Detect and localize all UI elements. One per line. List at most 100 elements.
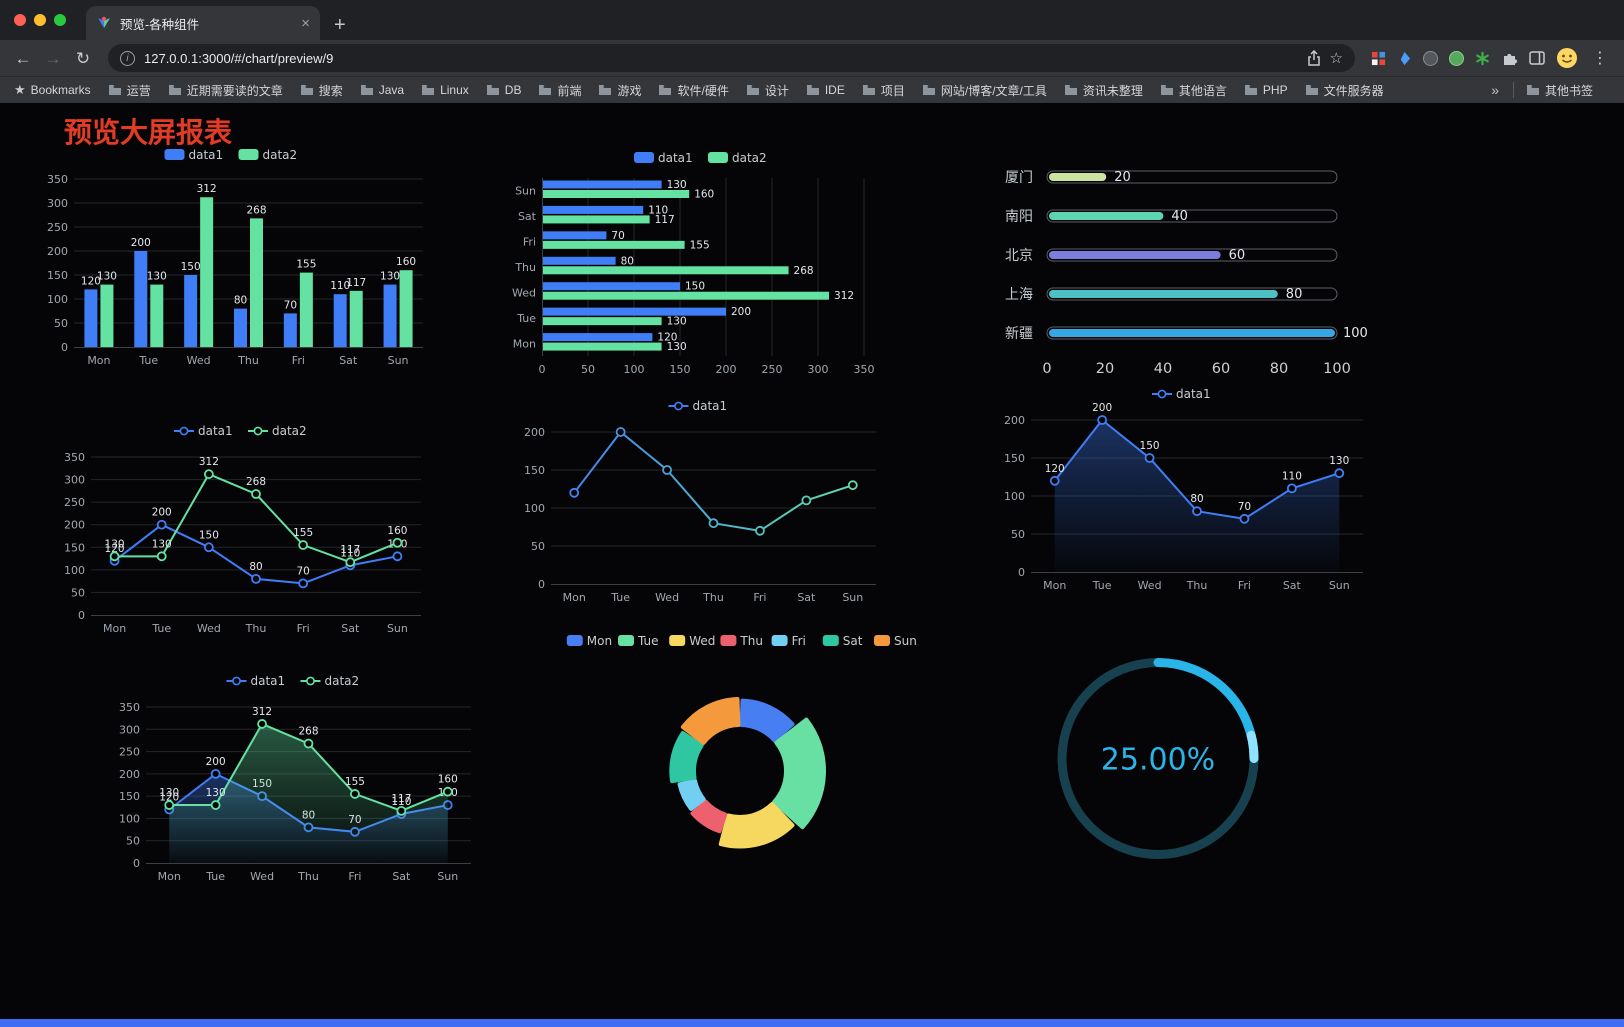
data-point[interactable] (396, 805, 407, 816)
legend-item[interactable]: Sat (822, 634, 863, 648)
bookmark-folder[interactable]: PHP (1244, 83, 1288, 97)
bar[interactable] (383, 284, 397, 347)
legend-item[interactable]: data2 (708, 151, 767, 165)
back-button[interactable]: ← (14, 48, 32, 68)
data-point[interactable] (203, 542, 214, 553)
bar[interactable] (399, 270, 413, 347)
data-point[interactable] (350, 789, 360, 799)
chart-grouped-bar[interactable]: data1 data2 0 50 100 150 200 250 300 350 Mon Tue Wed… (28, 145, 433, 383)
capsule-fill[interactable] (1049, 173, 1107, 181)
data-point[interactable] (303, 738, 314, 749)
data-point[interactable] (109, 551, 120, 562)
legend-item[interactable]: data1 (668, 399, 728, 413)
capsule-fill[interactable] (1049, 290, 1278, 298)
bar[interactable] (134, 251, 148, 347)
donut-slice-Thu[interactable] (690, 799, 728, 834)
data-point[interactable] (257, 719, 267, 729)
share-icon[interactable] (1307, 50, 1321, 66)
sidebar-toggle-icon[interactable] (1529, 51, 1545, 65)
bar[interactable] (150, 284, 164, 347)
bar[interactable] (543, 190, 690, 198)
legend-item[interactable]: Sun (874, 634, 917, 648)
data-point[interactable] (1144, 453, 1155, 463)
close-window-button[interactable] (14, 14, 26, 26)
bar[interactable] (349, 290, 363, 347)
bar[interactable] (543, 231, 607, 240)
legend-item[interactable]: data1 (164, 148, 224, 162)
data-point[interactable] (156, 519, 167, 530)
bar[interactable] (250, 218, 263, 347)
bar[interactable] (543, 180, 662, 189)
data-point[interactable] (298, 540, 309, 550)
forward-button[interactable]: → (44, 48, 62, 68)
donut-slice-Sat[interactable] (669, 731, 704, 784)
data-point[interactable] (392, 551, 403, 562)
data-point[interactable] (345, 557, 356, 568)
new-tab-button[interactable]: + (334, 14, 346, 36)
data-point[interactable] (392, 537, 403, 548)
bookmarks-root[interactable]: ★ Bookmarks (14, 82, 91, 98)
zoom-window-button[interactable] (54, 14, 66, 26)
bookmark-folder[interactable]: 运营 (108, 82, 151, 99)
bookmark-folder[interactable]: Java (360, 83, 404, 97)
bookmark-folder[interactable]: 网站/博客/文章/工具 (922, 82, 1047, 99)
bar[interactable] (333, 294, 347, 347)
other-bookmarks[interactable]: 其他书签 (1526, 82, 1593, 99)
data-point[interactable] (1049, 475, 1060, 486)
data-point[interactable] (210, 800, 221, 810)
chart-dual-line[interactable]: data1 data2 0 50 100 150 200 250 300 350 Mon Tue Wed… (45, 421, 435, 649)
data-point[interactable] (1286, 483, 1297, 494)
bar[interactable] (543, 317, 662, 326)
bookmark-folder[interactable]: IDE (806, 83, 845, 97)
data-point[interactable] (1192, 506, 1202, 517)
donut-slice-Fri[interactable] (677, 778, 706, 811)
bookmark-folder[interactable]: 游戏 (598, 82, 641, 99)
legend-item[interactable]: Thu (720, 634, 763, 648)
capsule-fill[interactable] (1049, 212, 1164, 220)
data-point[interactable] (755, 525, 765, 536)
minimize-window-button[interactable] (34, 14, 46, 26)
tab-close-icon[interactable]: × (301, 14, 310, 32)
bookmark-folder[interactable]: DB (486, 83, 521, 97)
data-point[interactable] (847, 480, 858, 491)
data-point[interactable] (442, 786, 453, 797)
extension-dark-icon[interactable] (1423, 50, 1438, 66)
legend-item[interactable]: Wed (669, 634, 715, 648)
legend-item[interactable]: data1 (174, 424, 233, 438)
legend-item[interactable]: data1 (634, 151, 693, 165)
bookmark-folder[interactable]: 软件/硬件 (658, 82, 729, 99)
bar[interactable] (234, 308, 247, 347)
bar[interactable] (543, 333, 653, 342)
donut-slice-Mon[interactable] (739, 698, 795, 743)
data-point[interactable] (156, 551, 167, 562)
data-point[interactable] (801, 495, 812, 506)
bookmark-folder[interactable]: 前端 (538, 82, 581, 99)
bookmark-folder[interactable]: 设计 (746, 82, 789, 99)
bar[interactable] (543, 266, 789, 275)
site-info-icon[interactable]: i (120, 50, 135, 66)
data-point[interactable] (210, 768, 221, 779)
profile-avatar[interactable] (1556, 47, 1578, 69)
bar[interactable] (543, 256, 616, 265)
capsule-fill[interactable] (1049, 329, 1335, 337)
bookmark-folder[interactable]: Linux (421, 83, 469, 97)
legend-item[interactable]: data1 (1152, 387, 1211, 401)
reload-button[interactable]: ↻ (75, 48, 91, 68)
data-point[interactable] (708, 518, 719, 529)
bookmark-folder[interactable]: 近期需要读的文章 (168, 82, 283, 99)
data-point[interactable] (1334, 468, 1345, 479)
legend-item[interactable]: Mon (566, 634, 612, 648)
legend-item[interactable]: data2 (238, 148, 298, 162)
extension-green-icon[interactable] (1449, 50, 1464, 66)
data-point[interactable] (1097, 415, 1108, 425)
bookmark-folder[interactable]: 资讯未整理 (1064, 82, 1143, 99)
data-point[interactable] (662, 465, 672, 475)
donut-slice-Wed[interactable] (718, 802, 795, 849)
menu-icon[interactable]: ⋮ (1592, 50, 1608, 67)
capsule-fill[interactable] (1049, 251, 1221, 259)
legend-item[interactable]: data1 (226, 674, 286, 688)
donut-slice-Sun[interactable] (680, 696, 741, 745)
bar[interactable] (543, 282, 680, 291)
data-point[interactable] (615, 427, 626, 437)
bar[interactable] (543, 307, 726, 316)
